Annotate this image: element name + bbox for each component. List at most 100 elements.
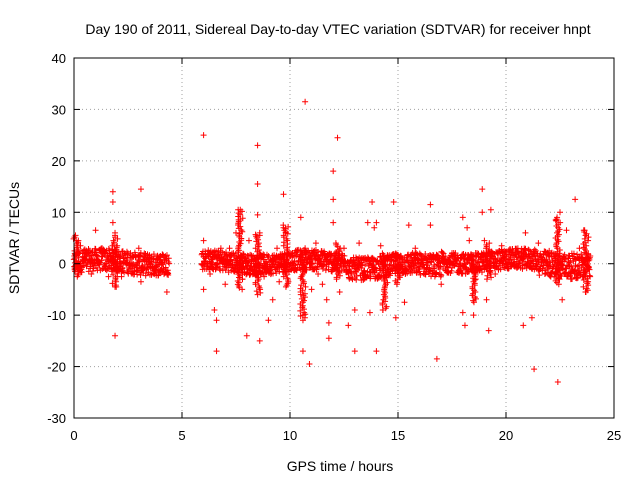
data-point: [469, 254, 476, 261]
data-point: [472, 258, 479, 265]
data-point: [473, 253, 480, 259]
data-point: [109, 266, 116, 273]
data-streak: [331, 240, 344, 283]
data-band: [198, 246, 352, 278]
data-point: [449, 250, 455, 257]
data-point: [416, 268, 423, 275]
data-point: [498, 242, 505, 249]
data-point: [557, 219, 564, 226]
data-point: [464, 224, 471, 231]
data-point: [379, 307, 386, 313]
data-point: [135, 257, 142, 264]
data-point: [302, 283, 309, 290]
data-point: [255, 265, 262, 272]
data-point: [438, 272, 445, 279]
data-point: [360, 276, 367, 283]
data-point: [559, 296, 566, 303]
data-point: [492, 271, 499, 277]
data-point: [552, 217, 559, 223]
data-point: [346, 266, 353, 273]
data-point: [348, 269, 355, 276]
data-point: [472, 270, 479, 277]
data-point: [299, 266, 306, 273]
y-tick-label: -30: [47, 411, 66, 426]
data-point: [274, 245, 281, 252]
data-point: [486, 267, 493, 274]
data-point: [113, 263, 120, 270]
data-point: [436, 265, 443, 272]
data-point: [587, 253, 594, 259]
data-point: [247, 251, 254, 258]
data-point: [439, 249, 446, 256]
data-point: [438, 281, 445, 288]
data-point: [256, 232, 263, 239]
data-point: [110, 237, 117, 244]
data-point: [256, 337, 263, 344]
data-point: [265, 317, 272, 324]
data-point: [215, 251, 222, 258]
data-point: [374, 258, 381, 265]
data-point: [333, 274, 340, 281]
plot-frame: [73, 57, 615, 419]
data-point: [413, 269, 420, 276]
data-point: [234, 277, 241, 284]
data-streak: [483, 240, 495, 283]
data-point: [237, 217, 244, 223]
data-point: [483, 265, 490, 272]
data-point: [548, 269, 555, 276]
data-streak: [297, 247, 309, 321]
data-point: [459, 214, 466, 221]
data-point: [461, 322, 468, 329]
data-point: [269, 296, 276, 303]
data-point: [319, 265, 326, 272]
data-point: [166, 260, 173, 267]
data-point: [81, 246, 88, 253]
data-point: [466, 237, 473, 244]
data-point: [383, 303, 390, 310]
data-point: [405, 222, 412, 229]
data-point: [280, 239, 287, 246]
data-point: [393, 264, 400, 271]
data-point: [205, 247, 212, 254]
data-point: [110, 261, 117, 268]
x-tick-label: 5: [178, 428, 185, 443]
data-point: [347, 268, 354, 275]
data-point: [330, 196, 337, 203]
data-point: [507, 257, 514, 264]
data-point: [554, 214, 561, 221]
data-point: [487, 206, 494, 213]
data-point: [370, 261, 377, 268]
data-point: [427, 201, 434, 208]
data-point: [254, 142, 261, 149]
data-point: [156, 253, 163, 260]
data-point: [157, 253, 164, 259]
data-point: [487, 260, 494, 267]
data-point: [308, 286, 315, 293]
data-point: [281, 261, 288, 268]
data-point: [280, 191, 287, 198]
data-point: [379, 250, 386, 257]
x-tick-label: 10: [283, 428, 297, 443]
data-point: [209, 256, 216, 263]
data-point: [297, 307, 304, 314]
data-point: [207, 271, 214, 277]
data-point: [235, 206, 242, 213]
data-point: [119, 264, 126, 271]
data-point: [361, 267, 368, 274]
data-point: [261, 273, 268, 280]
chart-title: Day 190 of 2011, Sidereal Day-to-day VTE…: [85, 21, 590, 37]
data-point: [254, 181, 261, 187]
data-point: [112, 283, 119, 290]
data-point: [422, 251, 429, 258]
data-point: [264, 254, 271, 261]
data-point: [302, 98, 309, 105]
data-point: [351, 307, 358, 313]
data-point: [580, 283, 587, 290]
data-point: [568, 269, 575, 276]
data-point: [112, 229, 119, 236]
data-point: [217, 245, 224, 252]
data-point: [255, 259, 262, 265]
data-point: [554, 379, 561, 385]
data-point: [581, 235, 588, 242]
